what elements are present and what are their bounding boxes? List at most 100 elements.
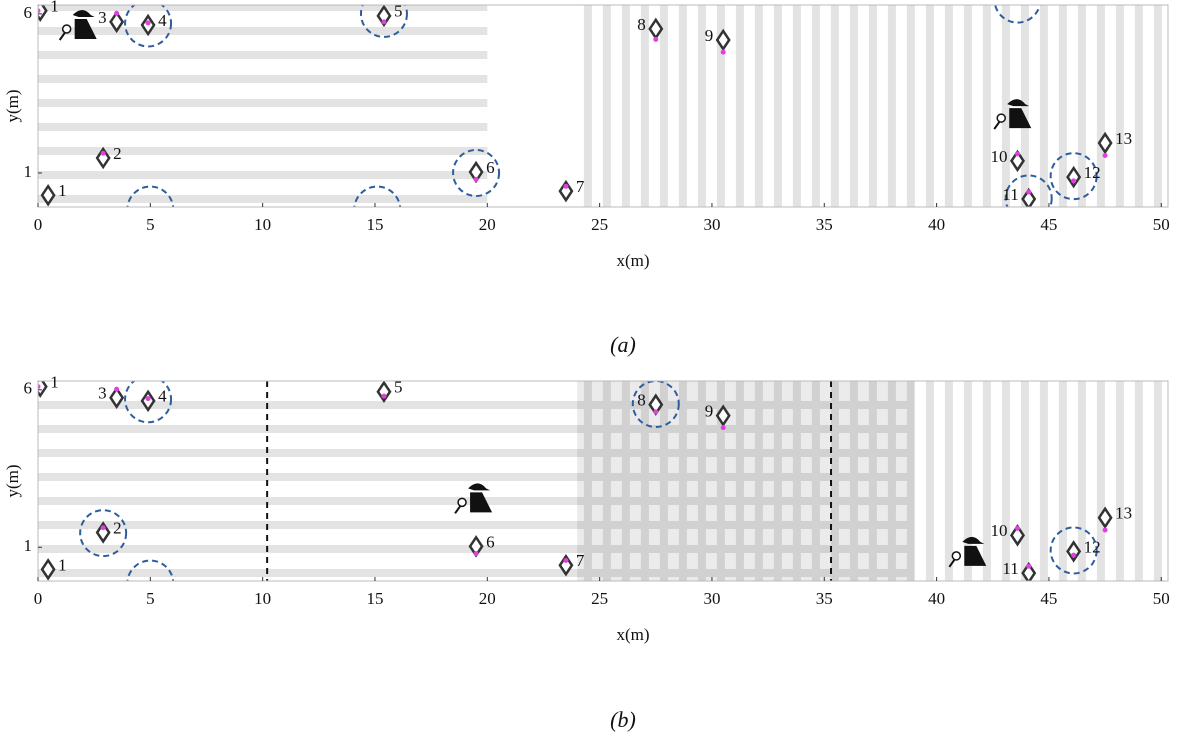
target-label: 3 [98, 8, 107, 27]
caption: (b) [610, 707, 636, 732]
stripe [1134, 381, 1143, 581]
x-tick-label: 20 [479, 215, 496, 234]
stripe [1077, 5, 1086, 207]
stripe [1058, 5, 1067, 207]
stripe [982, 381, 991, 581]
x-tick-label: 45 [1040, 589, 1057, 608]
stripe [697, 381, 706, 581]
detective-body [72, 9, 97, 39]
estimate [381, 19, 387, 25]
target-label: 8 [637, 391, 646, 410]
target-label: 7 [576, 551, 585, 570]
estimate [114, 386, 120, 392]
estimate [1071, 552, 1077, 558]
sensor-range [124, 381, 173, 424]
stripe [716, 381, 725, 581]
estimate [473, 551, 479, 557]
stripe [1020, 381, 1029, 581]
target [109, 386, 125, 409]
target-label: 6 [486, 532, 495, 551]
x-tick-label: 25 [591, 589, 608, 608]
target-label: 9 [705, 26, 714, 45]
estimate [653, 409, 659, 415]
stripe [773, 5, 782, 207]
target [1097, 506, 1113, 529]
target-label: 1 [50, 0, 59, 16]
detective-body [962, 536, 987, 566]
stripe [38, 123, 488, 131]
target [1009, 524, 1025, 547]
target [1097, 131, 1113, 155]
stripe [38, 75, 488, 83]
target-label: 2 [113, 518, 122, 537]
stripe [38, 569, 915, 577]
stripe [925, 5, 934, 207]
magnifier-handle [58, 32, 66, 41]
estimate [1026, 563, 1032, 569]
target-label: 9 [705, 402, 714, 421]
plot-area [38, 381, 1162, 581]
stripe [38, 449, 915, 457]
stripe [678, 5, 687, 207]
target [1066, 540, 1082, 563]
stripe [38, 473, 915, 481]
stripe [1115, 381, 1124, 581]
x-tick-label: 50 [1153, 215, 1170, 234]
target [95, 521, 111, 544]
stripe [1058, 381, 1067, 581]
y-axis-label: y(m) [3, 89, 22, 122]
x-tick-label: 20 [479, 589, 496, 608]
target [95, 146, 111, 170]
target-label: 1 [50, 373, 59, 392]
stripe [38, 425, 915, 433]
stripe [1134, 5, 1143, 207]
magnifier-handle [993, 121, 1001, 130]
target [38, 5, 48, 22]
target-label: 1 [58, 181, 67, 200]
stripe [849, 381, 858, 581]
magnifier [996, 113, 1006, 123]
target-label: 10 [990, 147, 1007, 166]
stripe [735, 5, 744, 207]
stripe [602, 381, 611, 581]
stripe [38, 171, 488, 179]
sensor-range [79, 509, 128, 558]
target [38, 381, 48, 398]
stripe [38, 51, 488, 59]
target [1009, 149, 1025, 173]
stripe [640, 5, 649, 207]
estimate [563, 558, 569, 564]
stripe [621, 381, 630, 581]
stripe [716, 5, 725, 207]
target-label: 10 [990, 521, 1007, 540]
stripe [868, 381, 877, 581]
detective [993, 99, 1032, 130]
sensor-range [124, 5, 173, 48]
stripe [1153, 5, 1162, 207]
stripe [697, 5, 706, 207]
estimate [1014, 525, 1020, 531]
target-label: 13 [1115, 129, 1132, 148]
stripe [1153, 381, 1162, 581]
estimate [1071, 178, 1077, 184]
sensor-range [1049, 526, 1098, 575]
y-axis-label: y(m) [3, 464, 22, 497]
estimate [38, 384, 41, 390]
stripe [773, 381, 782, 581]
x-axis-label: x(m) [616, 625, 649, 644]
stripe [1039, 5, 1048, 207]
estimate [1026, 189, 1032, 195]
estimate [1014, 151, 1020, 157]
estimate [100, 525, 106, 531]
stripe [811, 5, 820, 207]
stripe [906, 381, 915, 581]
frame [37, 380, 1169, 582]
x-tick-label: 30 [703, 589, 720, 608]
magnifier [457, 497, 467, 508]
stripe [583, 381, 592, 581]
stripe [963, 381, 972, 581]
y-tick-label: 1 [24, 536, 33, 555]
target-label: 8 [637, 15, 646, 34]
magnifier-handle [948, 559, 956, 568]
